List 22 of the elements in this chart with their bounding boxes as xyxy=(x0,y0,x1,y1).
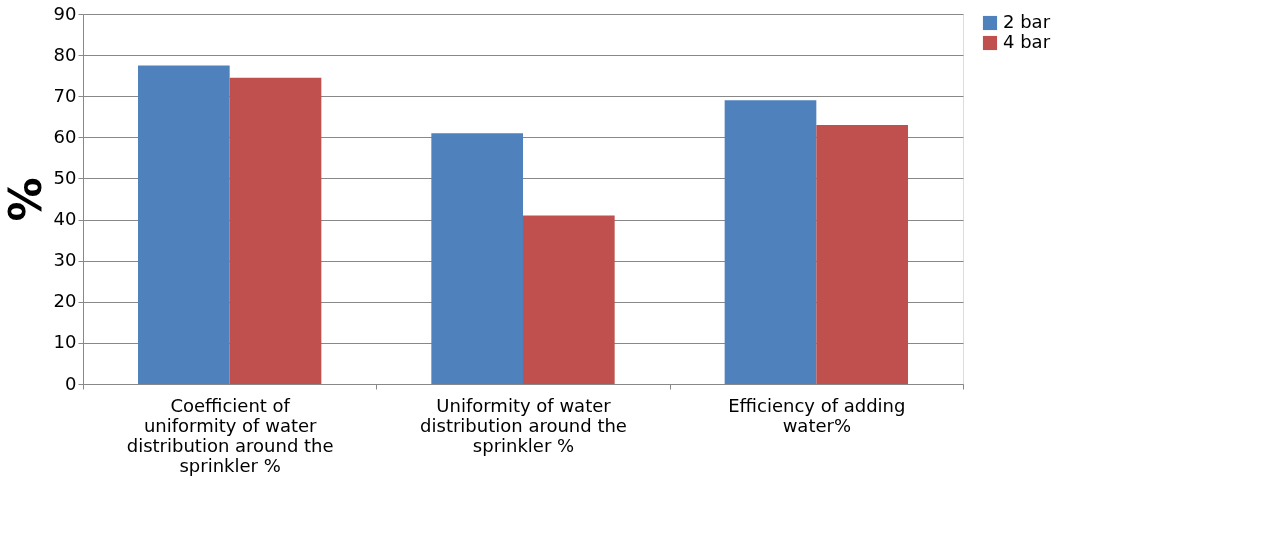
y-tick-label: 30 xyxy=(53,249,77,271)
x-tick-label: Efficiency of adding water% xyxy=(728,394,906,436)
y-tick-label: 0 xyxy=(65,372,77,394)
x-tick-label: Uniformity of water distribution around the sprinkler % xyxy=(420,394,627,456)
bar xyxy=(138,65,230,384)
legend-label: 2 bar xyxy=(1003,11,1051,32)
y-tick-label: 10 xyxy=(53,331,77,353)
y-tick-label: 80 xyxy=(53,43,77,65)
bar xyxy=(523,215,615,384)
x-tick-label: Coefficient of uniformity of water distribution around the sprinkler % xyxy=(126,394,334,476)
y-tick-label: 50 xyxy=(53,166,77,188)
y-tick-label: 40 xyxy=(53,208,77,230)
y-tick-label: 90 xyxy=(53,2,77,24)
y-tick-label: 70 xyxy=(53,84,77,106)
y-axis-title: % xyxy=(0,177,51,222)
bar xyxy=(229,77,322,384)
legend-label: 4 bar xyxy=(1003,31,1051,52)
bar xyxy=(431,133,523,384)
bar xyxy=(816,125,908,384)
y-tick-label: 60 xyxy=(53,125,77,147)
bar xyxy=(724,100,817,384)
y-tick-label: 20 xyxy=(53,290,77,312)
